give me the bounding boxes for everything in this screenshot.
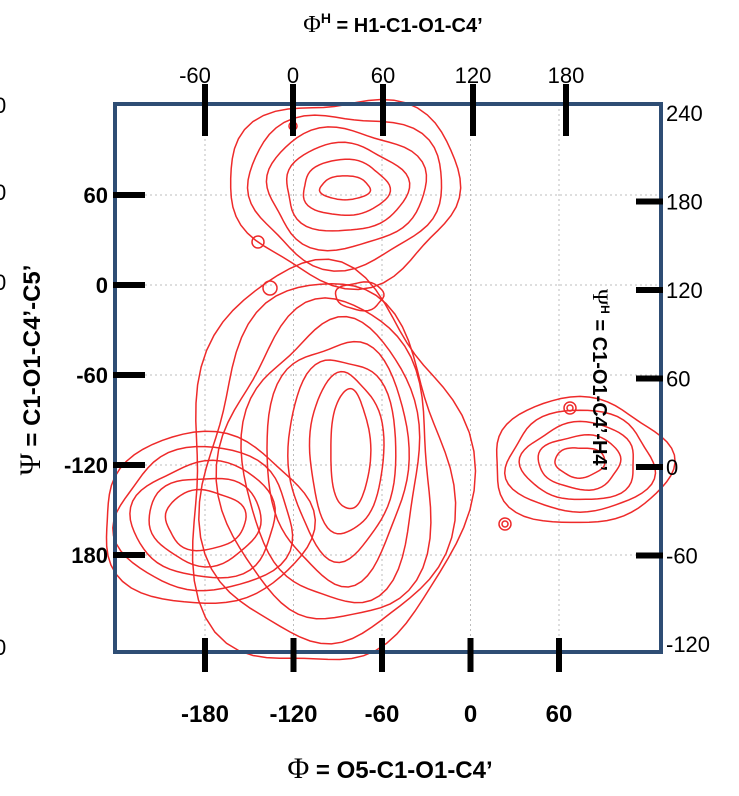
bottom-axis-title: Φ = O5-C1-O1-C4’ [287,752,492,785]
grid-lines [115,104,661,652]
left-edge-partial-label: 0 [0,635,6,660]
contour-central [330,387,372,510]
left-axis-title: Ψ = C1-O1-C4’-C5’ [14,265,47,476]
bottom-axis-title-symbol: Φ [287,752,309,785]
left-tick-label: -120 [64,453,108,478]
contour-central [191,258,477,661]
contour-upper [318,175,372,201]
top-axis-title-rest: = H1-C1-O1-C4’ [331,15,483,37]
contour-small-circle [501,520,509,528]
contour-central [287,359,397,564]
contour-right [518,420,634,501]
top-tick-label: 120 [455,63,492,88]
left-edge-partial-label: 0 [0,180,6,205]
contour-left-lobe [164,488,247,552]
left-tick-label: 60 [84,183,108,208]
left-axis-title-rest: = C1-O1-C4’-C5’ [19,265,46,454]
right-axis-title-rest: = C1-O1-C4’-H4’ [588,314,610,471]
bottom-tick-label: 0 [464,701,477,728]
right-tick-label: 180 [666,190,703,215]
contour-central [198,283,457,645]
right-tick-label: 0 [666,455,678,480]
right-tick-label: -120 [666,632,710,657]
right-axis-title-sup: H [598,305,612,314]
top-axis-title: ΦH = H1-C1-O1-C4’ [303,10,482,38]
bottom-tick-label: -60 [365,701,400,728]
contour-central [240,315,421,604]
bottom-axis-title-rest: = O5-C1-O1-C4’ [309,757,492,784]
contour-small-circle [566,404,574,412]
right-tick-label: 240 [666,101,703,126]
left-axis-tick-labels: 60 0 -60 -120 180 [64,183,108,568]
plot-frame [113,102,663,654]
contour-left-lobe [129,459,276,579]
contour-upper [246,114,443,272]
contour-small-circle [498,517,512,531]
contour-left-lobe [148,477,262,568]
contour-right [554,447,606,479]
left-tick-label: 180 [71,543,108,568]
bottom-tick-label: 60 [546,701,573,728]
contour-small-circle [251,235,265,249]
top-tick-label: 180 [548,63,585,88]
left-edge-partial-label: 0 [0,93,6,118]
left-tick-label: -60 [76,363,108,388]
contour-upper [285,141,411,232]
right-tick-label: 120 [666,278,703,303]
contour-upper [265,126,428,252]
bottom-axis-tick-labels: -180 -120 -60 0 60 [181,701,572,728]
top-tick-label: -60 [179,63,211,88]
bottom-tick-label: -120 [269,701,317,728]
top-axis-title-sup: H [321,10,331,26]
contour-central [215,297,432,620]
left-edge-partial-label: 0 [0,270,6,295]
contour-small-circle [563,401,577,415]
contour-right [537,433,622,491]
contour-right [495,395,676,524]
left-tick-label: 0 [96,273,108,298]
contour-central [266,340,410,588]
tick-marks [113,84,663,672]
bottom-tick-label: -180 [181,701,229,728]
contour-central [308,370,385,535]
right-axis-title: ΨH = C1-O1-C4’-H4’ [588,289,613,471]
left-axis-title-symbol: Ψ [14,452,47,475]
contour-small-circle [262,280,278,296]
contour-right [503,409,657,513]
left-edge-partial-labels: 0 0 0 0 [0,93,6,660]
top-axis-tick-labels: -60 0 60 120 180 [179,63,584,88]
right-axis-title-symbol: Ψ [588,289,613,306]
contour-upper [302,158,392,217]
contour-small-blob [334,281,385,312]
contour-left-lobe [105,430,317,604]
right-axis-tick-labels: 240 180 120 60 0 -60 -120 [666,101,710,657]
right-tick-label: -60 [666,544,698,569]
right-tick-label: 60 [666,367,690,392]
top-tick-label: 0 [287,63,299,88]
top-tick-label: 60 [371,63,395,88]
contour-left-lobe [112,445,294,592]
top-axis-title-symbol: Φ [303,12,321,38]
